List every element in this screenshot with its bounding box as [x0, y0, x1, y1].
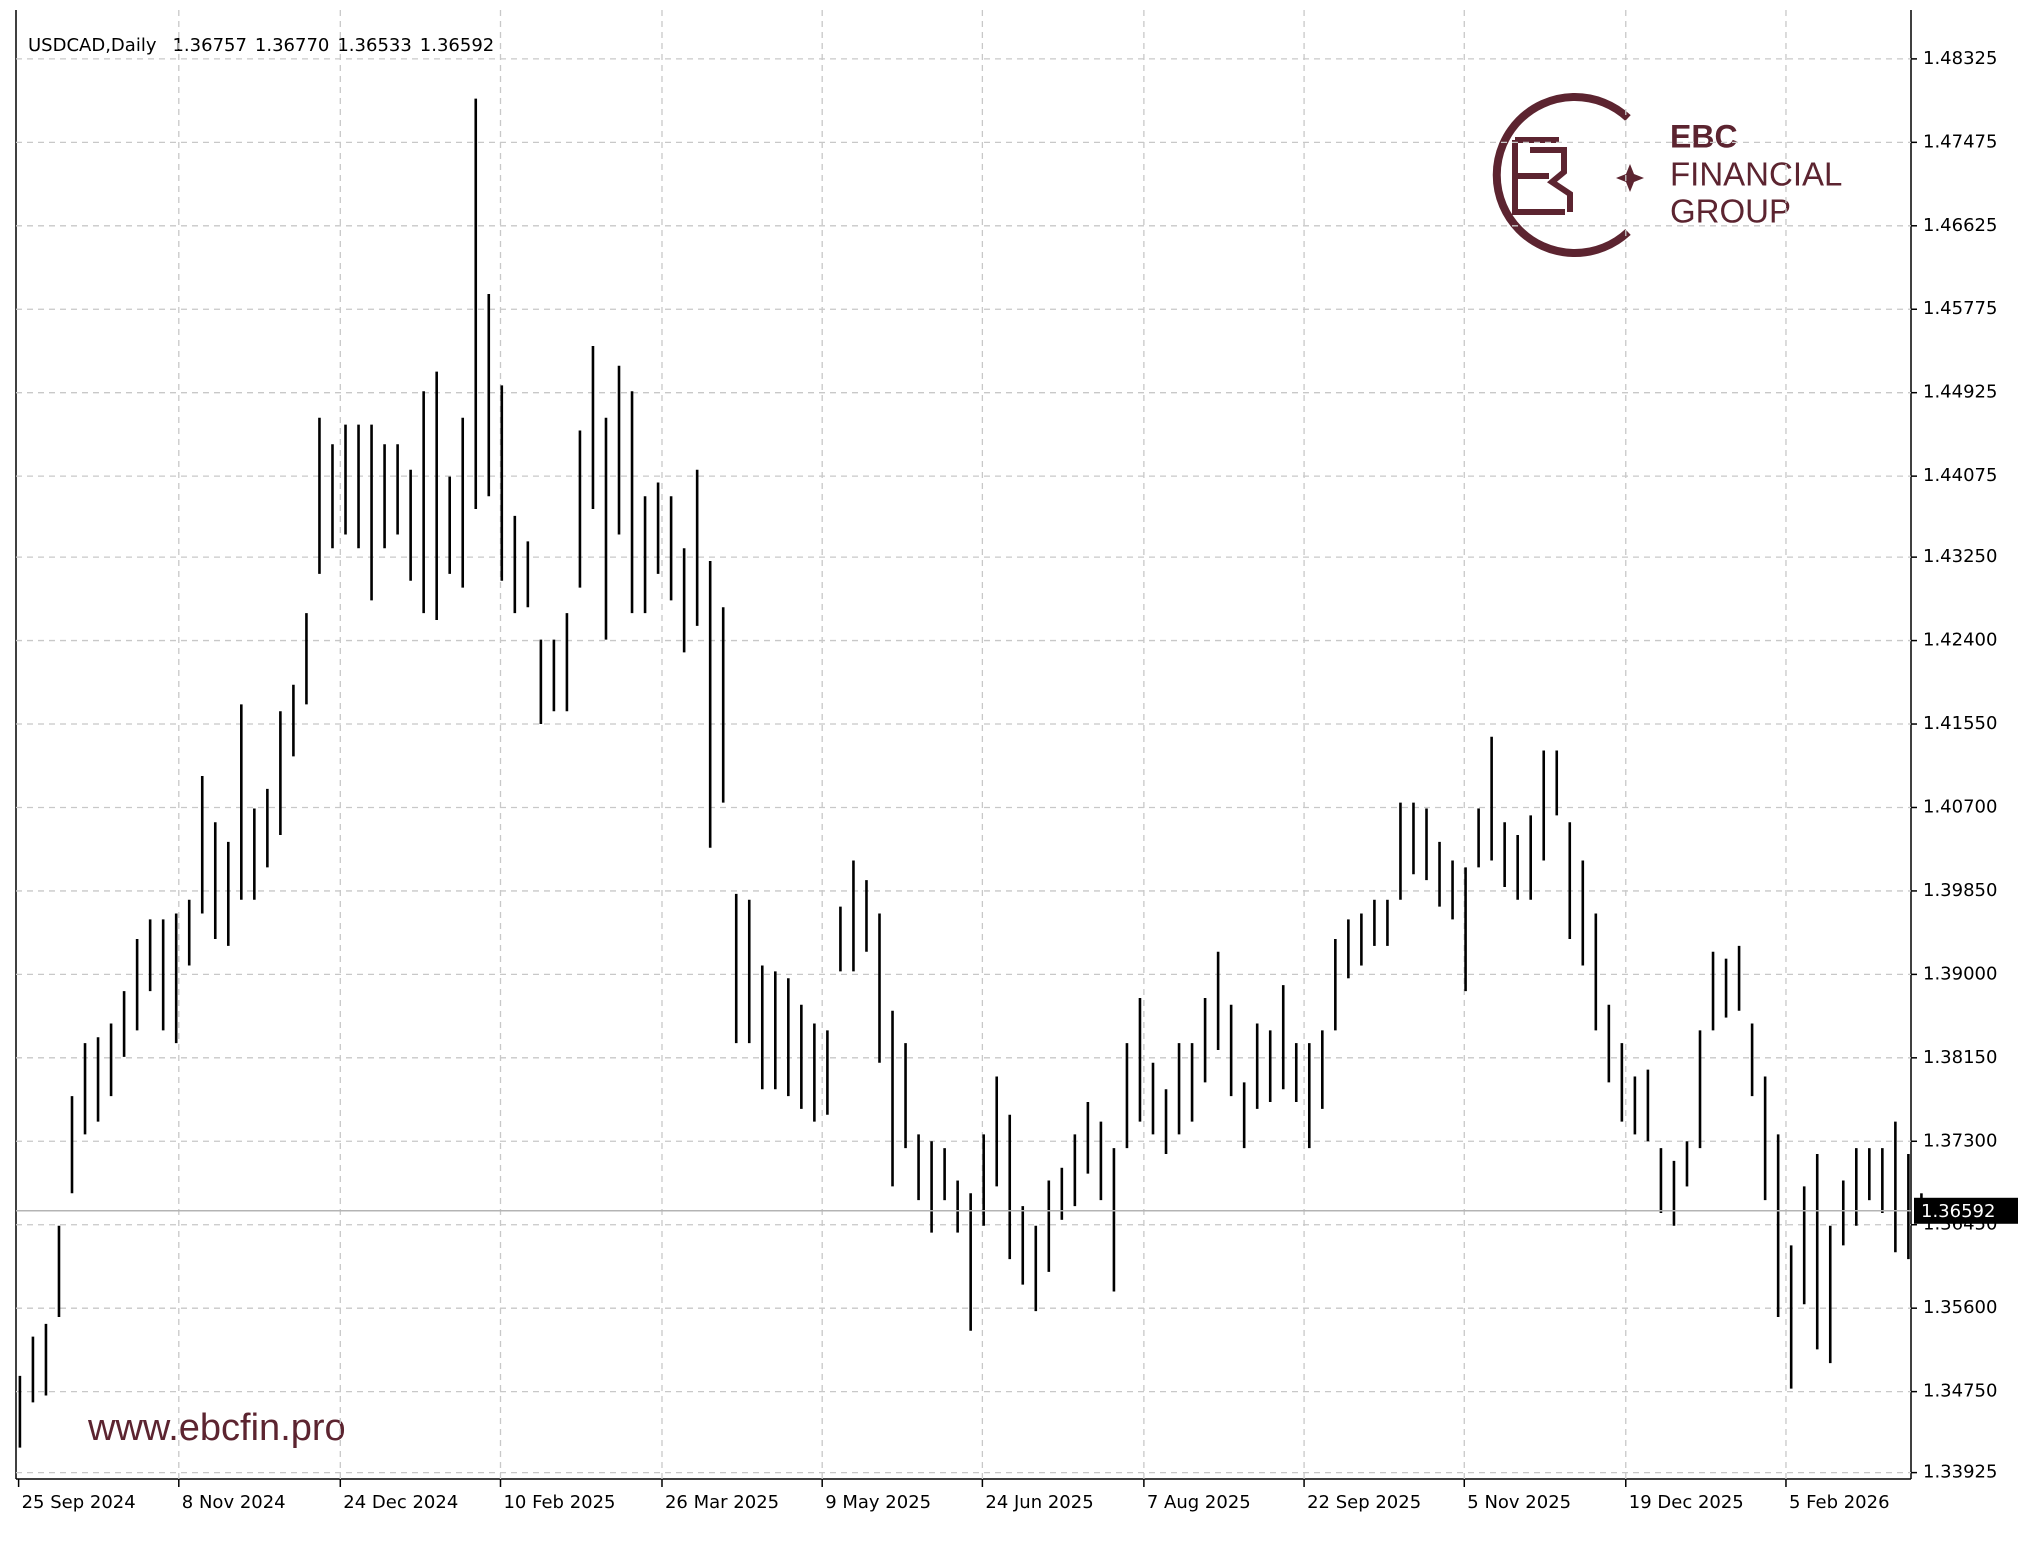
brand-line: FINANCIAL: [1670, 156, 1842, 193]
brand-line: GROUP: [1670, 193, 1791, 230]
y-tick-label: 1.35600: [1923, 1297, 1997, 1318]
last-price-box: [1914, 1197, 2018, 1224]
y-tick-label: 1.40700: [1923, 796, 1997, 817]
logo-ring: [1492, 93, 1631, 257]
brand: EBC: [1670, 118, 1738, 154]
y-tick-label: 1.41550: [1923, 713, 1997, 734]
x-tick-label: 22 Sep 2025: [1307, 1492, 1421, 1513]
bars: [18, 98, 1923, 1448]
logo-star: [1616, 164, 1644, 192]
x-tick-label: 7 Aug 2025: [1147, 1492, 1251, 1513]
x-tick-label: 5 Feb 2026: [1789, 1492, 1890, 1513]
logo: [1492, 93, 1644, 257]
y-tick-label: 1.44075: [1923, 465, 1997, 486]
last-price-label: 1.36592: [1921, 1201, 1995, 1222]
y-tick-label: 1.48325: [1923, 48, 1997, 69]
y-tick-label: 1.43250: [1923, 546, 1997, 567]
y-tick-label: 1.39000: [1923, 963, 1997, 984]
y-tick-label: 1.44925: [1923, 382, 1997, 403]
x-tick-label: 9 May 2025: [825, 1492, 931, 1513]
y-tick-label: 1.38150: [1923, 1047, 1997, 1068]
y-tick-label: 1.37300: [1923, 1130, 1997, 1151]
x-tick-label: 19 Dec 2025: [1629, 1492, 1744, 1513]
header-price: 1.36757: [172, 35, 246, 56]
y-tick-label: 1.45775: [1923, 298, 1997, 319]
symbol: USDCAD,Daily: [28, 35, 157, 56]
y-tick-label: 1.39850: [1923, 880, 1997, 901]
x-tick-label: 8 Nov 2024: [182, 1492, 286, 1513]
x-tick-label: 26 Mar 2025: [665, 1492, 779, 1513]
y-tick-label: 1.34750: [1923, 1381, 1997, 1402]
header-price: 1.36770: [255, 35, 329, 56]
url-watermark: www.ebcfin.pro: [87, 1407, 346, 1449]
x-tick-label: 24 Dec 2024: [343, 1492, 458, 1513]
header-price: 1.36592: [420, 35, 494, 56]
x-tick-label: 25 Sep 2024: [22, 1492, 136, 1513]
x-tick-label: 10 Feb 2025: [503, 1492, 615, 1513]
logo-mark: [1512, 137, 1573, 215]
y-tick-label: 1.47475: [1923, 131, 1997, 152]
header-price: 1.36533: [337, 35, 411, 56]
x-tick-label: 24 Jun 2025: [985, 1492, 1093, 1513]
y-tick-label: 1.46625: [1923, 215, 1997, 236]
x-tick-label: 5 Nov 2025: [1467, 1492, 1571, 1513]
y-tick-label: 1.33925: [1923, 1462, 1997, 1483]
y-tick-label: 1.42400: [1923, 630, 1997, 651]
